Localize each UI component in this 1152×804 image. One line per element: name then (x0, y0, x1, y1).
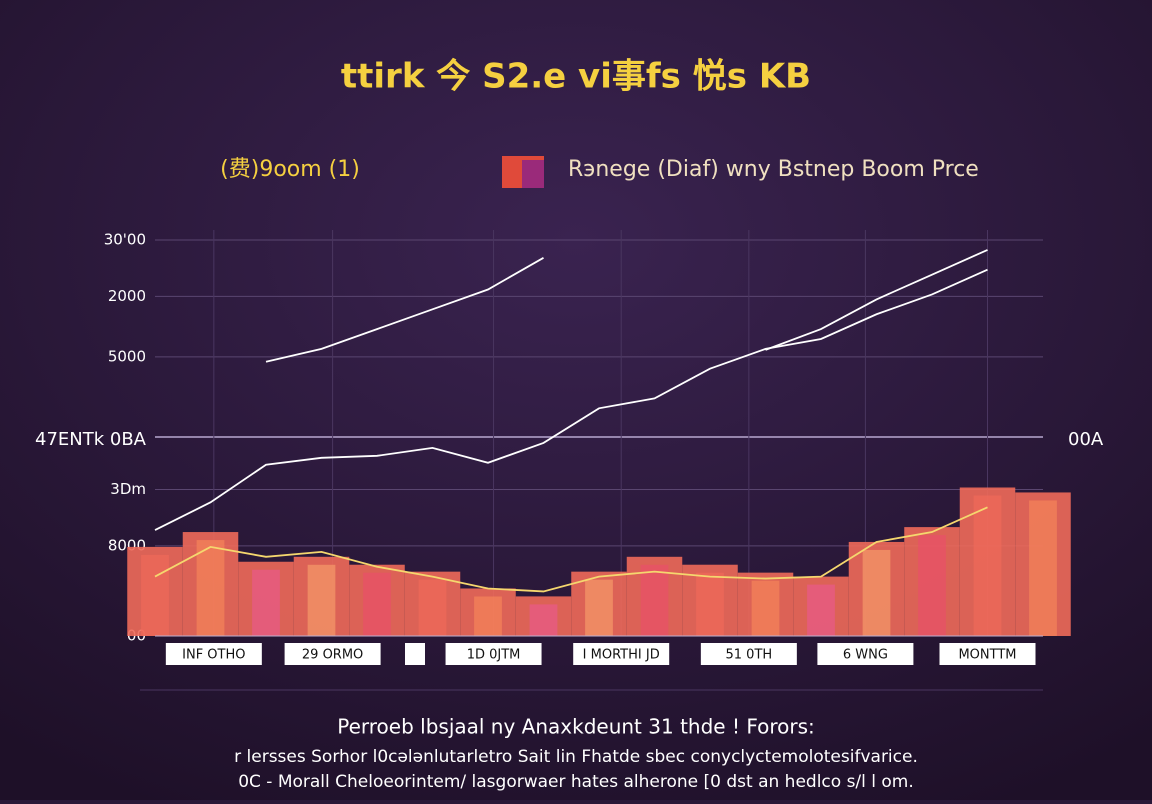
footer-heading: Perroeb lbsjaal ny Anaxkdeunt 31 thde ! … (337, 715, 815, 739)
line (265, 249, 988, 363)
bar-stripe (307, 564, 336, 636)
bar-stripe (751, 580, 780, 636)
x-tick-label: 51 0TH (726, 648, 773, 663)
bar-stripe (363, 572, 391, 636)
x-tick-label: MONTTM (958, 648, 1016, 663)
x-tick-box (165, 643, 262, 665)
x-tick-label: INF OTHO (182, 648, 245, 663)
bar-stripe (973, 495, 1002, 636)
bar-stripe (640, 564, 669, 636)
bar-stripe (918, 535, 946, 636)
bar-stripe (474, 596, 502, 636)
line (154, 506, 988, 593)
x-tick-label: I MORTHI JD (583, 648, 660, 663)
bar-stripe (807, 584, 835, 636)
legend-icon-side (522, 160, 544, 188)
y-tick-label: 3Dm (110, 480, 146, 498)
x-tick-box (573, 643, 670, 665)
bar-stripe (418, 579, 447, 636)
bar-stripe (585, 579, 613, 636)
legend-label: Rэnege (Diaf) wny Bstnep Boom Prce (568, 157, 979, 182)
x-tick-box (700, 643, 797, 665)
bar-stripe (141, 554, 169, 636)
y-tick-label: 30'00 (104, 231, 146, 249)
x-tick-label: 6 WNG (843, 648, 888, 663)
x-tick-box (284, 643, 381, 665)
annotation: 00A (1068, 429, 1104, 450)
annotation: 47ENTk 0BA (35, 429, 147, 450)
footer-text: r lersses Sorhor l0cələnlutarletro Sait … (234, 747, 918, 767)
footer-text: 0C - Morall Cheloeorintem/ lasgorwaer ha… (238, 772, 914, 792)
bar-stripe (529, 604, 558, 636)
bar-stripe (696, 572, 724, 636)
x-tick-label: 29 ORMO (302, 648, 363, 663)
x-tick-box (817, 643, 914, 665)
legend-label: (费)9oom (1) (220, 157, 360, 182)
bar-stripe (1029, 500, 1057, 636)
chart-title: ttirk 今 S2.e vi事fs 悦s KB (341, 57, 811, 97)
x-tick-box (405, 643, 425, 665)
bar-stripe (862, 549, 891, 636)
line (154, 268, 988, 531)
y-tick-label: 5000 (108, 347, 146, 365)
x-tick-box (445, 643, 542, 665)
bar-stripe (252, 569, 280, 636)
x-tick-box (939, 643, 1036, 665)
bar-stripe (196, 540, 225, 636)
y-tick-label: 2000 (108, 287, 146, 305)
x-tick-label: 1D 0JTM (467, 648, 521, 663)
